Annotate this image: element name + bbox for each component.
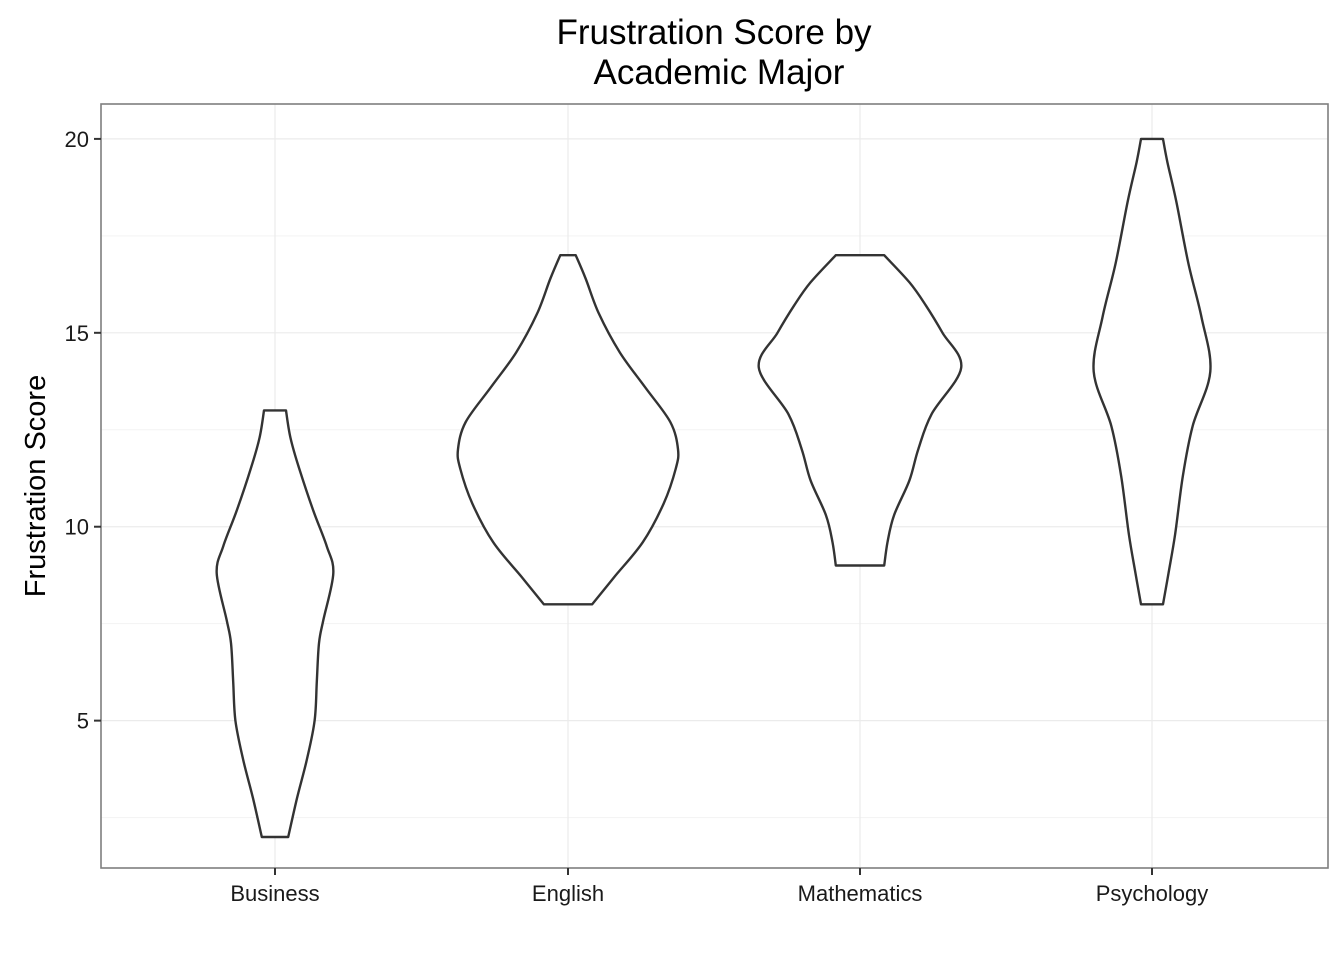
y-tick-label: 15: [65, 321, 89, 346]
x-tick-label: Mathematics: [798, 881, 923, 906]
violin-mathematics: [757, 254, 963, 567]
chart-title-line-1: Frustration Score by: [556, 13, 872, 52]
y-axis-label: Frustration Score: [20, 375, 52, 597]
x-tick-label: Psychology: [1096, 881, 1209, 906]
axes: 5 10 15 20 Business English Mathematics Psychol…: [65, 127, 1209, 906]
violin-english: [456, 254, 680, 606]
y-tick-label: 20: [65, 127, 89, 152]
x-tick-label: Business: [230, 881, 319, 906]
violin-business: [215, 409, 335, 839]
chart-title-line-2: Academic Major: [594, 53, 845, 92]
violins: [215, 137, 1212, 839]
x-tick-label: English: [532, 881, 604, 906]
plot-panel-border: [100, 103, 1329, 869]
y-tick-label: 5: [77, 709, 89, 734]
y-tick-label: 10: [65, 515, 89, 540]
violin-psychology: [1092, 137, 1212, 606]
